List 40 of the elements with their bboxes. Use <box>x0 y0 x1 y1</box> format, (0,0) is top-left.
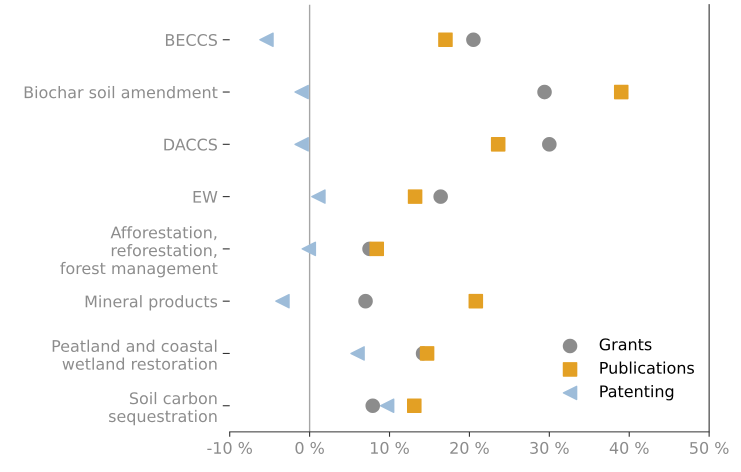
point <box>259 32 274 48</box>
point <box>369 242 384 256</box>
legend-label: Patenting <box>600 384 674 400</box>
point <box>614 84 629 100</box>
point <box>407 398 422 414</box>
x-tick-label: 30 % <box>530 442 569 454</box>
point <box>438 32 453 48</box>
point <box>275 294 290 308</box>
point <box>302 242 316 256</box>
point <box>294 84 309 100</box>
point <box>365 398 380 414</box>
point <box>408 189 422 204</box>
y-tick-label: Soil carbon sequestration <box>109 392 217 426</box>
x-tick-label: -10 % <box>207 442 252 454</box>
point <box>468 294 484 308</box>
legend-label: Publications <box>600 362 694 374</box>
x-tick-label: 10 % <box>370 442 409 454</box>
point <box>420 346 434 361</box>
y-tick-label: Biochar soil amendment <box>24 86 218 98</box>
y-tick-label: Afforestation, reforestation, forest management <box>60 226 218 278</box>
x-tick-label: 50 % <box>690 442 729 454</box>
point <box>433 189 448 204</box>
x-tick-label: 20 % <box>450 442 489 454</box>
y-tick-label: EW <box>194 191 218 203</box>
legend-label: Grants <box>600 338 652 350</box>
y-tick-label: BECCS <box>166 34 218 46</box>
point <box>542 137 557 152</box>
point <box>466 32 481 48</box>
y-tick-label: Mineral products <box>86 295 218 311</box>
y-tick-label: Peatland and coastal wetland restoration <box>52 340 217 370</box>
point <box>537 84 552 100</box>
x-tick-label: 0 % <box>295 442 324 454</box>
point <box>311 189 326 204</box>
point <box>350 346 365 361</box>
point <box>490 137 506 152</box>
x-tick-label: 40 % <box>610 442 649 454</box>
y-tick-label: DACCS <box>164 138 218 151</box>
point <box>380 398 394 414</box>
point <box>358 294 373 308</box>
point <box>294 137 309 152</box>
